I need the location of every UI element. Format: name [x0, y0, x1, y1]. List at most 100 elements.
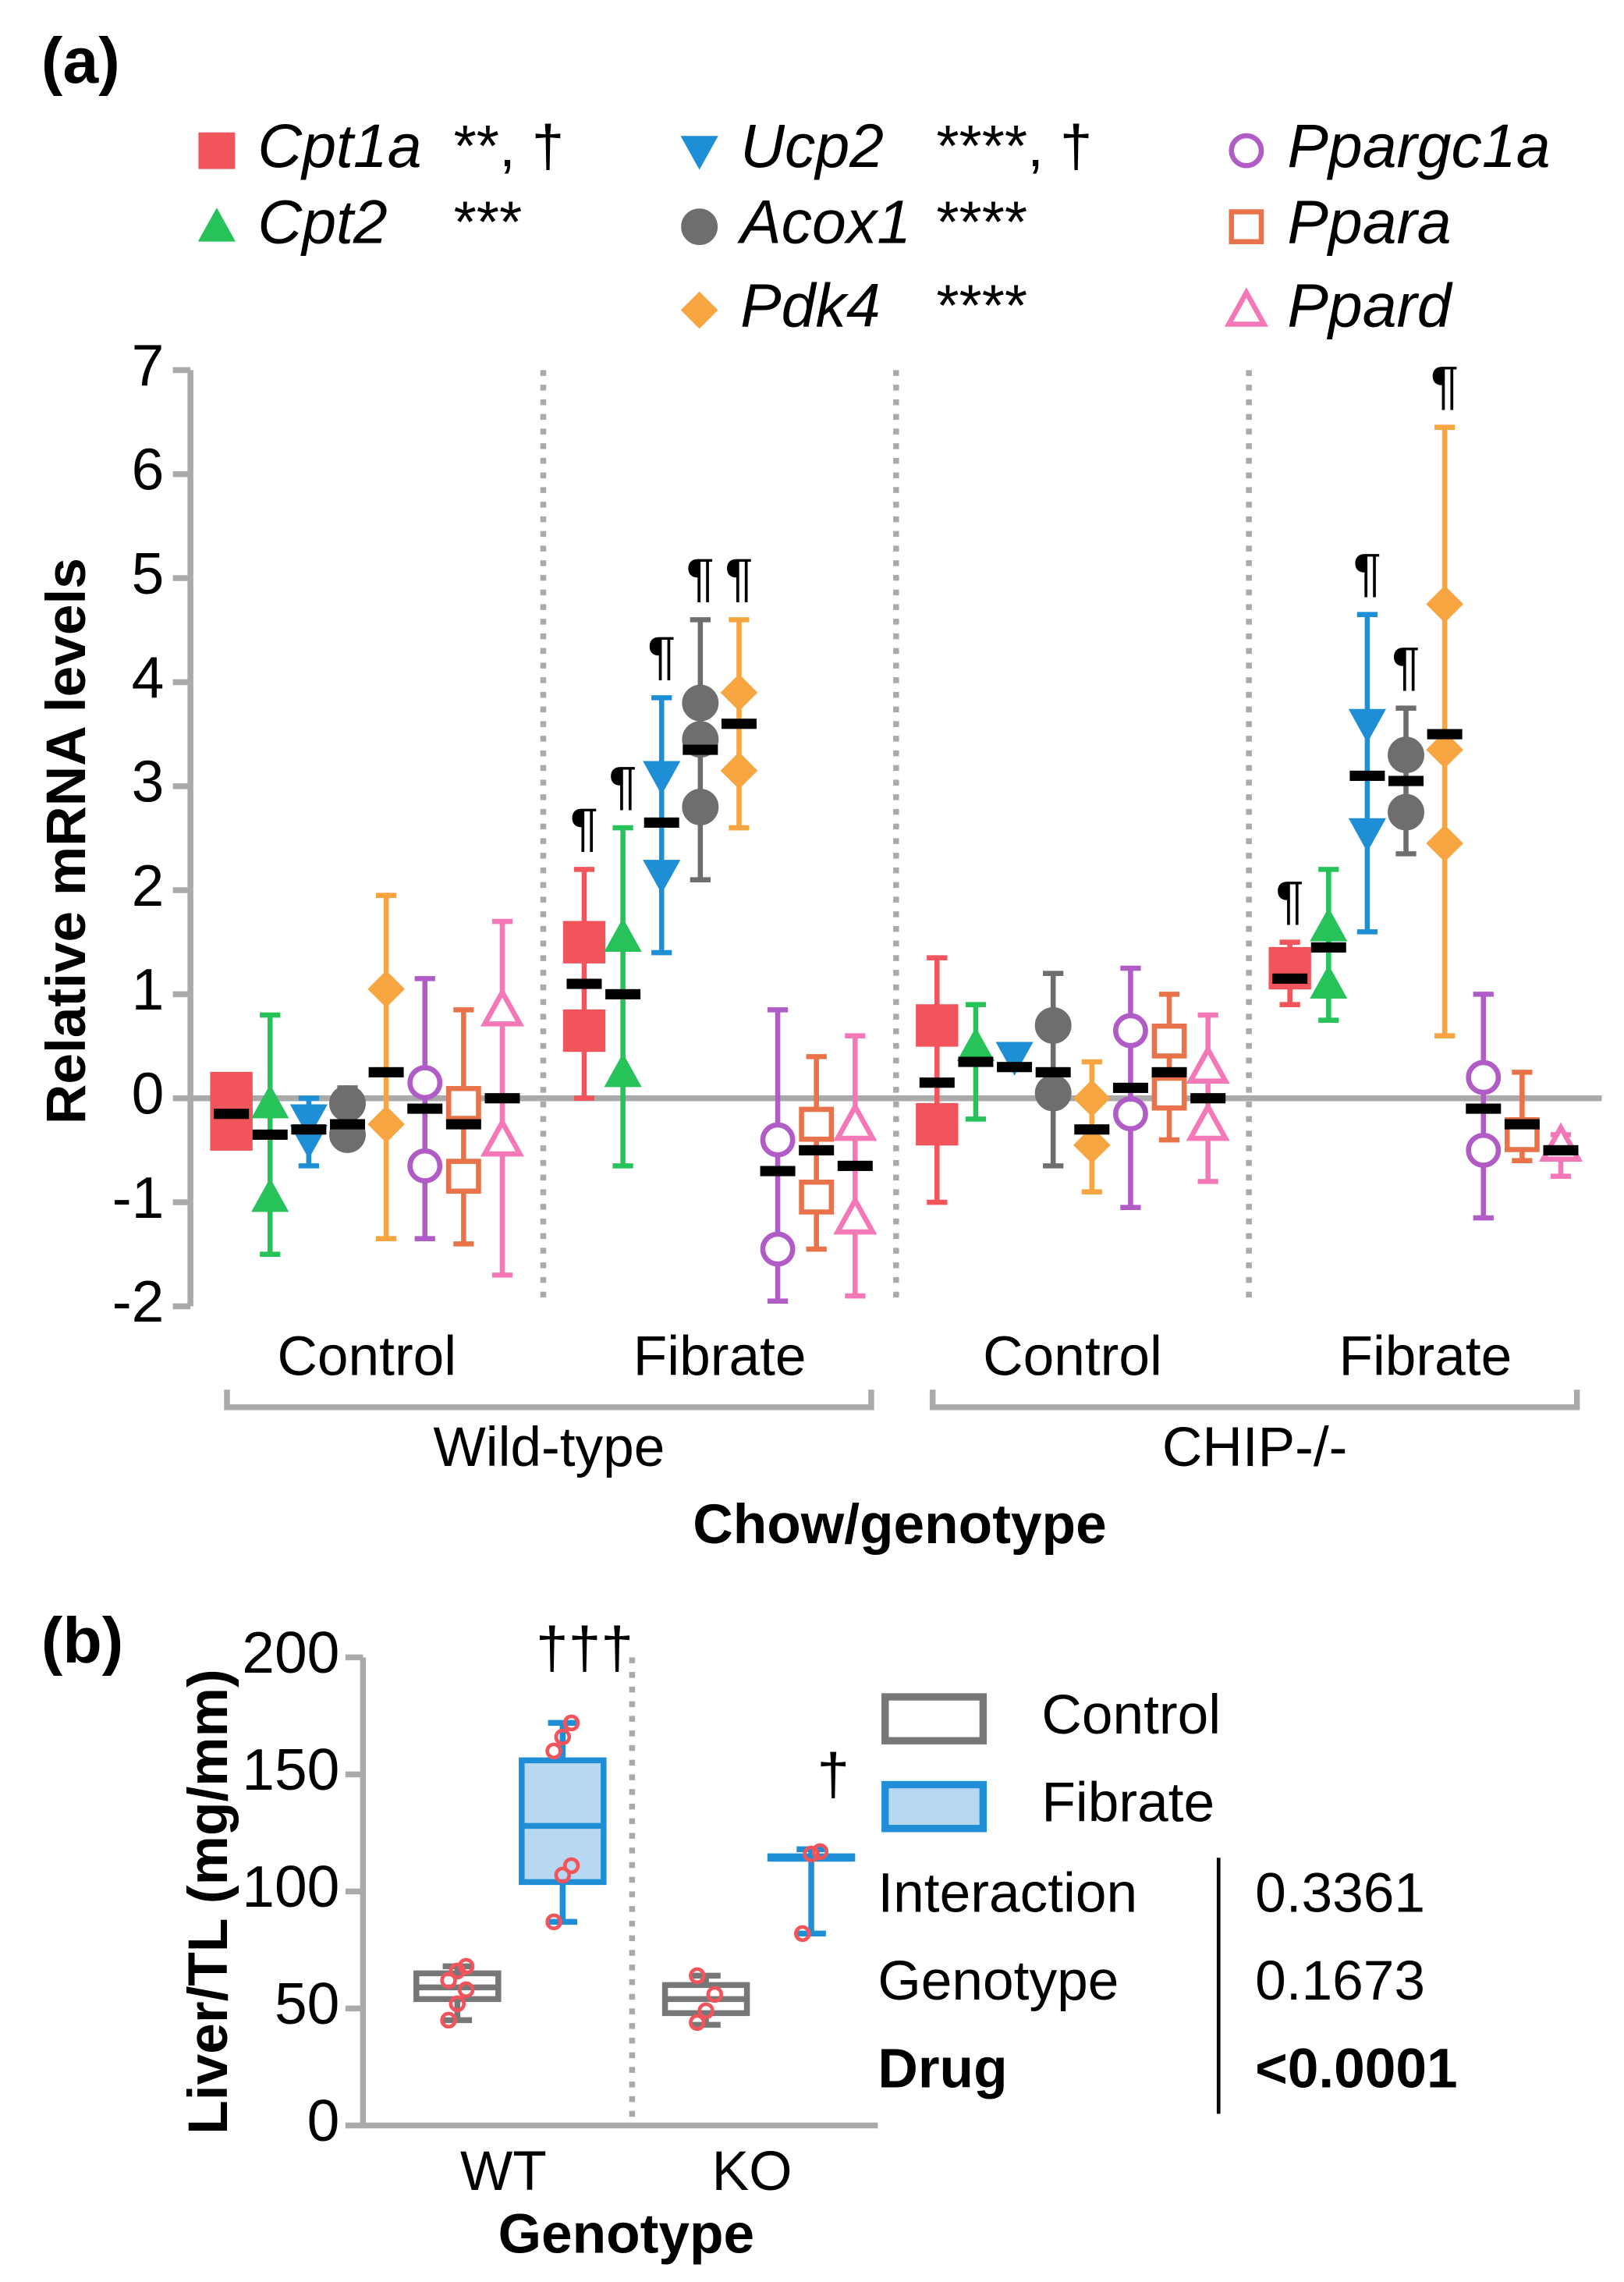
- group-label: Fibrate: [1339, 1326, 1512, 1388]
- mean-marker: [721, 719, 757, 729]
- data-point: [1186, 1044, 1230, 1084]
- mean-marker: [566, 978, 602, 989]
- legend-label: Pdk4: [740, 271, 881, 339]
- mean-marker: [1543, 1145, 1579, 1155]
- legend-annotation: ****, †: [936, 113, 1092, 179]
- data-point: [407, 1065, 443, 1101]
- data-point: [445, 1085, 481, 1121]
- data-point: [1466, 1132, 1502, 1168]
- data-point: [794, 1925, 811, 1943]
- legend-marker: [681, 208, 718, 246]
- mean-marker: [1349, 770, 1385, 781]
- data-point: [833, 1194, 878, 1235]
- data-point: [1113, 1096, 1148, 1132]
- legend-label: Fibrate: [1041, 1771, 1214, 1833]
- legend-marker: [1229, 209, 1264, 245]
- data-point: [457, 1981, 475, 1999]
- data-point: [720, 673, 758, 712]
- data-point: [1113, 1013, 1148, 1049]
- x-tick-label: KO: [712, 2140, 792, 2202]
- mean-marker: [407, 1103, 443, 1114]
- data-point: [1388, 793, 1424, 831]
- legend-annotation: **, †: [454, 113, 565, 179]
- mean-marker: [760, 1166, 796, 1176]
- data-point: [1310, 907, 1348, 942]
- mean-marker: [214, 1109, 250, 1120]
- data-point: [1151, 1023, 1187, 1059]
- y-tick-label: -2: [112, 1269, 165, 1334]
- supergroup-label: Wild-type: [434, 1416, 665, 1478]
- significance-mark: ¶: [1353, 544, 1381, 602]
- mean-marker: [837, 1160, 873, 1171]
- data-point: [689, 2014, 706, 2032]
- data-point: [643, 761, 681, 795]
- mean-marker: [1388, 775, 1424, 786]
- legend-label: Acox1: [737, 187, 911, 256]
- data-point: [1348, 708, 1386, 744]
- legend-label: Ppard: [1287, 271, 1452, 339]
- significance-mark: †††: [536, 1615, 633, 1680]
- mean-marker: [1074, 1124, 1110, 1135]
- mean-marker: [1112, 1082, 1148, 1093]
- group-label: Fibrate: [633, 1326, 807, 1388]
- y-tick-label: 1: [132, 956, 165, 1022]
- significance-mark: ¶: [608, 757, 636, 815]
- stats-cell: 0.1673: [1255, 1950, 1425, 2012]
- legend-annotation: ****: [936, 272, 1027, 338]
- group-label: Control: [277, 1326, 456, 1388]
- y-tick-label: 150: [242, 1737, 339, 1802]
- legend-label: Ucp2: [740, 112, 884, 180]
- significance-mark: ¶: [686, 548, 714, 607]
- data-point: [440, 1971, 457, 1989]
- data-point: [562, 921, 606, 964]
- supergroup-label: CHIP-/-: [1162, 1416, 1347, 1478]
- mean-marker: [1272, 973, 1308, 984]
- data-point: [682, 684, 719, 722]
- data-point: [799, 1106, 835, 1142]
- legend-label: Cpt2: [257, 187, 387, 256]
- panel-a-title: (a): [41, 25, 120, 97]
- data-point: [329, 1084, 366, 1122]
- data-point: [604, 1052, 642, 1088]
- data-point: [916, 1102, 959, 1146]
- data-point: [1426, 731, 1463, 768]
- data-point: [1426, 585, 1463, 623]
- data-point: [480, 1116, 525, 1157]
- mean-marker: [1190, 1093, 1226, 1104]
- data-point: [604, 917, 642, 952]
- legend-marker: [680, 136, 718, 170]
- data-point: [1388, 736, 1424, 774]
- legend-label: Cpt1a: [257, 112, 421, 180]
- data-point: [445, 1159, 481, 1194]
- y-tick-label: 100: [242, 1854, 339, 1919]
- data-point: [554, 1728, 572, 1746]
- data-point: [1310, 964, 1348, 999]
- significance-mark: ¶: [1431, 357, 1459, 415]
- data-point: [554, 1866, 572, 1884]
- y-tick-label: 6: [132, 437, 165, 502]
- data-point: [407, 1148, 443, 1184]
- data-point: [916, 1004, 959, 1047]
- mean-marker: [329, 1119, 365, 1130]
- data-point: [449, 1995, 466, 2013]
- stats-cell: Drug: [878, 2038, 1007, 2100]
- data-point: [545, 1742, 562, 1760]
- legend-label: Control: [1041, 1684, 1221, 1746]
- data-point: [562, 1857, 580, 1875]
- data-point: [562, 1009, 606, 1052]
- y-axis-label: Relative mRNA levels: [35, 558, 98, 1124]
- mean-marker: [1151, 1066, 1187, 1077]
- legend-annotation: ****: [936, 189, 1027, 254]
- mean-marker: [1427, 729, 1463, 740]
- mean-marker: [997, 1062, 1033, 1073]
- stats-cell: <0.0001: [1255, 2038, 1458, 2100]
- y-tick-label: 7: [132, 332, 165, 398]
- mean-marker: [1310, 942, 1346, 953]
- data-point: [995, 1042, 1034, 1076]
- legend-swatch: [881, 1780, 988, 1833]
- legend-marker: [198, 132, 236, 169]
- data-point: [1466, 1059, 1502, 1095]
- data-point: [720, 751, 758, 790]
- legend-label: Ppara: [1287, 187, 1451, 256]
- data-point: [1348, 818, 1386, 853]
